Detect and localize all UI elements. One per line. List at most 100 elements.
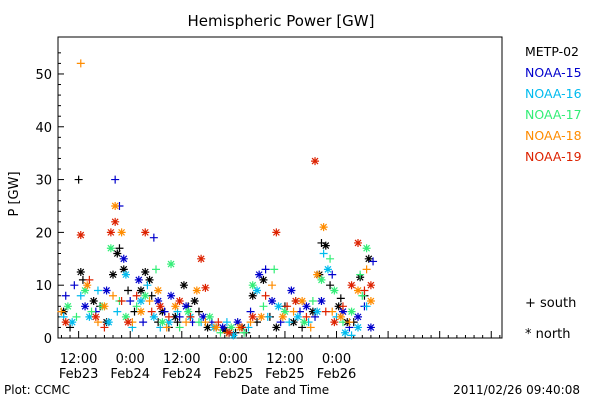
- data-point-south: [109, 291, 118, 300]
- data-point-south: [194, 307, 203, 316]
- data-point-north: [317, 275, 326, 284]
- data-point-south: [285, 318, 294, 327]
- data-point-north: [330, 318, 339, 327]
- data-point-north: [76, 231, 85, 240]
- data-point-north: [311, 157, 320, 166]
- data-point-south: [145, 297, 154, 306]
- data-point-south: [321, 307, 330, 316]
- x-tick-time-label: 12:00: [163, 352, 200, 367]
- data-point-north: [111, 217, 120, 226]
- data-point-south: [308, 297, 317, 306]
- data-point-north: [119, 254, 128, 263]
- legend-item: NOAA-18: [525, 128, 582, 143]
- y-tick-label: 0: [44, 332, 52, 347]
- x-axis-label: Date and Time: [241, 383, 329, 397]
- legend-item: NOAA-17: [525, 107, 582, 122]
- data-point-south: [132, 302, 141, 311]
- data-point-north: [106, 244, 115, 253]
- data-point-north: [149, 312, 158, 321]
- data-point-north: [227, 323, 236, 332]
- data-point-south: [100, 323, 109, 332]
- data-point-north: [119, 265, 128, 274]
- y-ticks: 0 10 20 30 40 50: [35, 52, 64, 347]
- data-point-north: [293, 312, 302, 321]
- y-tick-label: 40: [35, 121, 52, 136]
- data-point-north: [319, 223, 328, 232]
- data-markers: [57, 59, 378, 340]
- data-point-south: [70, 281, 79, 290]
- data-point-south: [147, 307, 156, 316]
- data-point-north: [164, 318, 173, 327]
- data-point-north: [354, 286, 363, 295]
- data-point-south: [270, 265, 279, 274]
- data-point-south: [132, 291, 141, 300]
- data-point-south: [186, 312, 195, 321]
- data-point-north: [259, 275, 268, 284]
- data-point-north: [248, 291, 257, 300]
- data-point-north: [354, 312, 363, 321]
- plot-frame: [57, 36, 503, 339]
- marker-legend-item: + south: [525, 296, 576, 311]
- data-point-north: [366, 281, 375, 290]
- data-point-north: [63, 302, 72, 311]
- x-tick-time-label: 0:00: [219, 352, 248, 367]
- data-point-north: [278, 312, 287, 321]
- legend-item: METP-02: [525, 44, 579, 59]
- marker-legend: + south * north: [525, 296, 576, 342]
- data-point-north: [156, 302, 165, 311]
- data-point-north: [354, 238, 363, 247]
- data-point-north: [134, 275, 143, 284]
- data-point-north: [192, 286, 201, 295]
- data-point-north: [83, 281, 92, 290]
- data-point-north: [291, 297, 300, 306]
- data-point-south: [117, 297, 126, 306]
- data-point-south: [111, 175, 120, 184]
- data-point-north: [366, 297, 375, 306]
- data-point-north: [167, 291, 176, 300]
- data-point-south: [240, 328, 249, 337]
- data-point-north: [334, 302, 343, 311]
- x-tick-date-label: Feb25: [265, 367, 305, 382]
- data-point-north: [61, 318, 70, 327]
- data-point-south: [362, 265, 371, 274]
- data-point-north: [154, 286, 163, 295]
- y-tick-label: 30: [35, 174, 52, 189]
- data-point-north: [85, 312, 94, 321]
- data-point-south: [356, 270, 365, 279]
- data-point-north: [136, 297, 145, 306]
- data-point-south: [76, 59, 85, 68]
- data-point-north: [171, 312, 180, 321]
- data-point-south: [115, 244, 124, 253]
- data-point-north: [323, 265, 332, 274]
- data-point-south: [306, 323, 315, 332]
- data-point-south: [237, 323, 246, 332]
- data-point-south: [261, 265, 270, 274]
- data-point-south: [326, 281, 335, 290]
- data-point-north: [179, 281, 188, 290]
- data-point-south: [160, 307, 169, 316]
- data-point-south: [173, 318, 182, 327]
- data-point-north: [272, 323, 281, 332]
- data-point-south: [358, 291, 367, 300]
- y-tick-label: 10: [35, 279, 52, 294]
- data-point-north: [145, 275, 154, 284]
- x-tick-date-label: Feb26: [317, 367, 357, 382]
- y-tick-label: 20: [35, 226, 52, 241]
- data-point-south: [201, 318, 210, 327]
- data-point-south: [362, 302, 371, 311]
- data-point-north: [272, 228, 281, 237]
- x-ticks: 12:00Feb230:00Feb2412:00Feb240:00Feb2512…: [59, 331, 501, 382]
- data-point-north: [229, 331, 238, 340]
- data-point-north: [104, 318, 113, 327]
- data-point-south: [143, 281, 152, 290]
- series-noaa-18: [57, 59, 375, 337]
- data-point-north: [248, 281, 257, 290]
- data-point-south: [259, 302, 268, 311]
- data-point-south: [326, 254, 335, 263]
- data-point-north: [313, 307, 322, 316]
- data-point-north: [268, 297, 277, 306]
- data-point-north: [287, 286, 296, 295]
- x-tick-time-label: 12:00: [60, 352, 97, 367]
- data-point-north: [141, 267, 150, 276]
- data-point-north: [203, 323, 212, 332]
